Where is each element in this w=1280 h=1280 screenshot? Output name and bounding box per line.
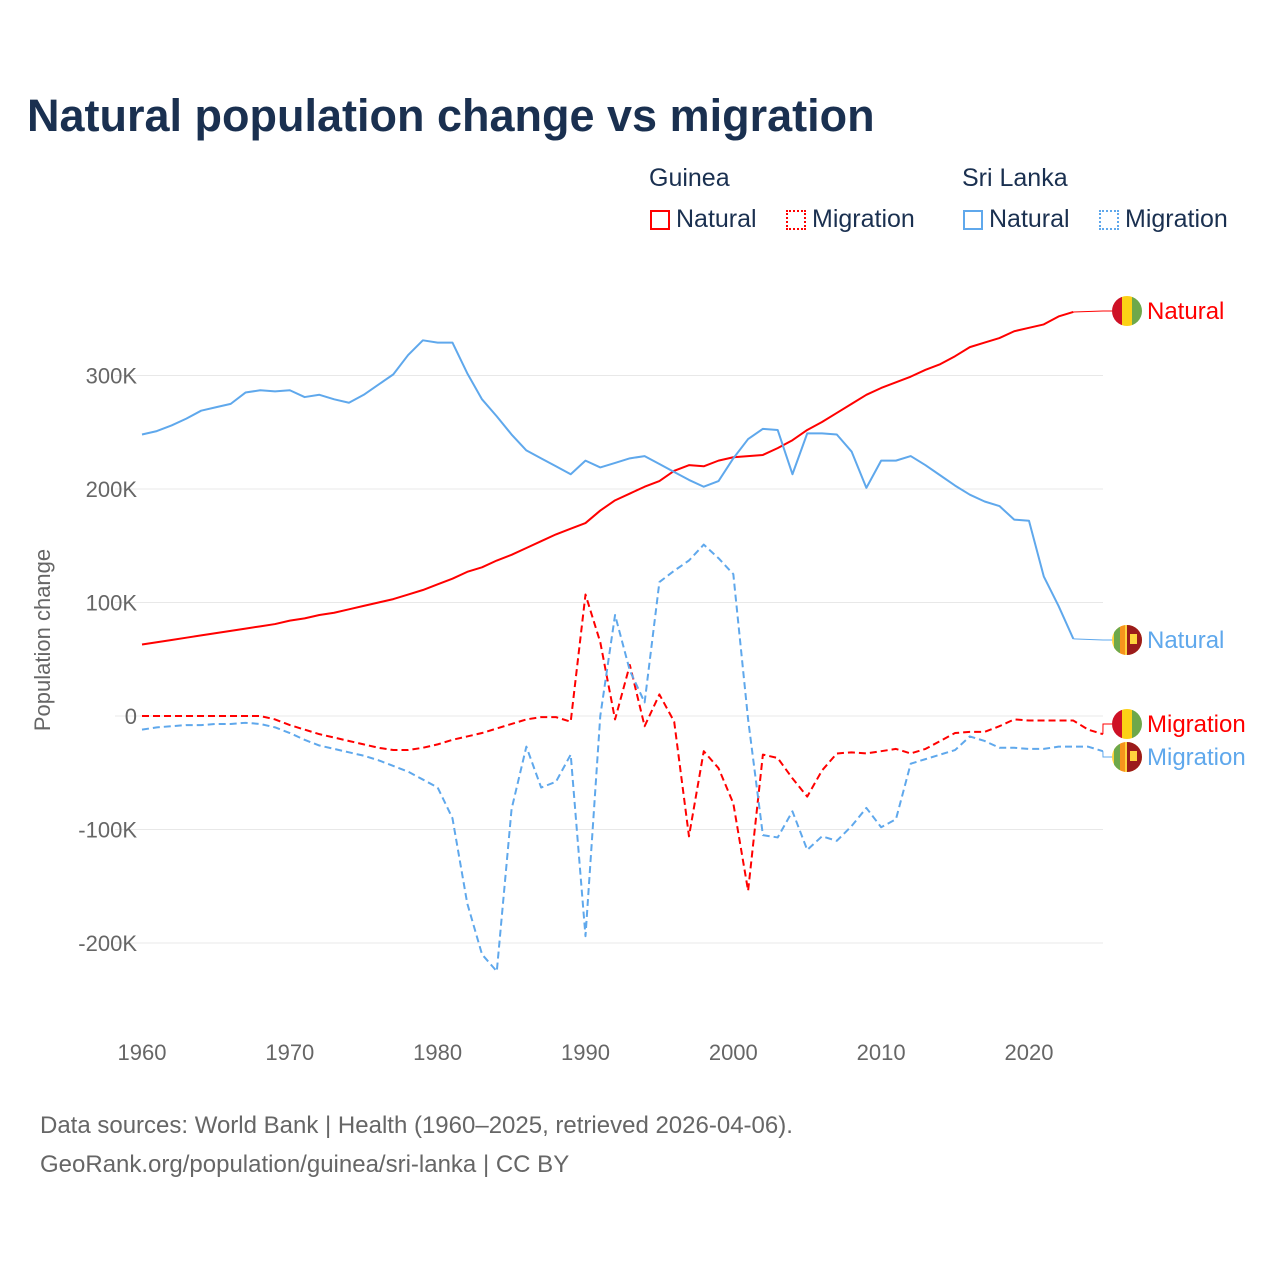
label-connector bbox=[1073, 638, 1112, 641]
solid-swatch-icon bbox=[650, 209, 670, 230]
legend-sri-lanka-natural[interactable]: Natural bbox=[963, 205, 1070, 234]
chart-title: Natural population change vs migration bbox=[27, 90, 875, 141]
y-tick-label: 300K bbox=[86, 364, 138, 389]
sri-lanka-flag-icon bbox=[1112, 625, 1142, 655]
guinea-flag-icon bbox=[1112, 296, 1142, 326]
sri-lanka-flag-icon bbox=[1112, 742, 1142, 772]
y-tick-label: -200K bbox=[78, 931, 137, 956]
solid-swatch-icon bbox=[963, 209, 983, 230]
series-line-guinea-natural[interactable] bbox=[141, 310, 1074, 646]
credit-link[interactable]: GeoRank.org/population/guinea/sri-lanka … bbox=[40, 1151, 570, 1178]
end-label: Migration bbox=[1147, 744, 1246, 771]
x-tick-label: 1980 bbox=[413, 1040, 462, 1065]
legend-guinea-migration[interactable]: Migration bbox=[786, 205, 915, 234]
x-tick-label: 2020 bbox=[1005, 1040, 1054, 1065]
label-connector bbox=[1073, 310, 1112, 313]
legend-guinea-natural[interactable]: Natural bbox=[650, 205, 757, 234]
series-line-guinea-migration[interactable] bbox=[142, 593, 1104, 892]
end-label: Natural bbox=[1147, 298, 1224, 325]
legend-label: Migration bbox=[812, 205, 915, 233]
label-connector bbox=[1102, 751, 1112, 758]
legend-label: Natural bbox=[676, 205, 757, 233]
x-tick-label: 1990 bbox=[561, 1040, 610, 1065]
footer: Data sources: World Bank | Health (1960–… bbox=[40, 1106, 793, 1184]
end-label: Migration bbox=[1147, 711, 1246, 738]
dotted-swatch-icon bbox=[1099, 209, 1119, 230]
x-tick-label: 2010 bbox=[857, 1040, 906, 1065]
y-tick-label: 200K bbox=[86, 477, 138, 502]
series-line-sri-lanka-migration[interactable] bbox=[141, 543, 1104, 973]
legend-label: Migration bbox=[1125, 205, 1228, 233]
x-tick-label: 1970 bbox=[265, 1040, 314, 1065]
dotted-swatch-icon bbox=[786, 209, 806, 230]
y-axis-label: Population change bbox=[30, 549, 55, 731]
legend-group-sri-lanka: Sri Lanka bbox=[962, 164, 1068, 192]
legend-group-guinea: Guinea bbox=[649, 164, 730, 192]
end-label: Natural bbox=[1147, 627, 1224, 654]
y-tick-label: 100K bbox=[86, 591, 138, 616]
y-tick-label: -100K bbox=[78, 818, 137, 843]
x-tick-label: 1960 bbox=[118, 1040, 167, 1065]
legend-label: Natural bbox=[989, 205, 1070, 233]
label-connector bbox=[1102, 723, 1112, 735]
guinea-flag-icon bbox=[1112, 709, 1142, 739]
legend-sri-lanka-migration[interactable]: Migration bbox=[1099, 205, 1228, 234]
y-tick-label: 0 bbox=[125, 704, 137, 729]
series-line-sri-lanka-natural[interactable] bbox=[141, 339, 1075, 640]
x-tick-label: 2000 bbox=[709, 1040, 758, 1065]
source-note: Data sources: World Bank | Health (1960–… bbox=[40, 1112, 793, 1139]
